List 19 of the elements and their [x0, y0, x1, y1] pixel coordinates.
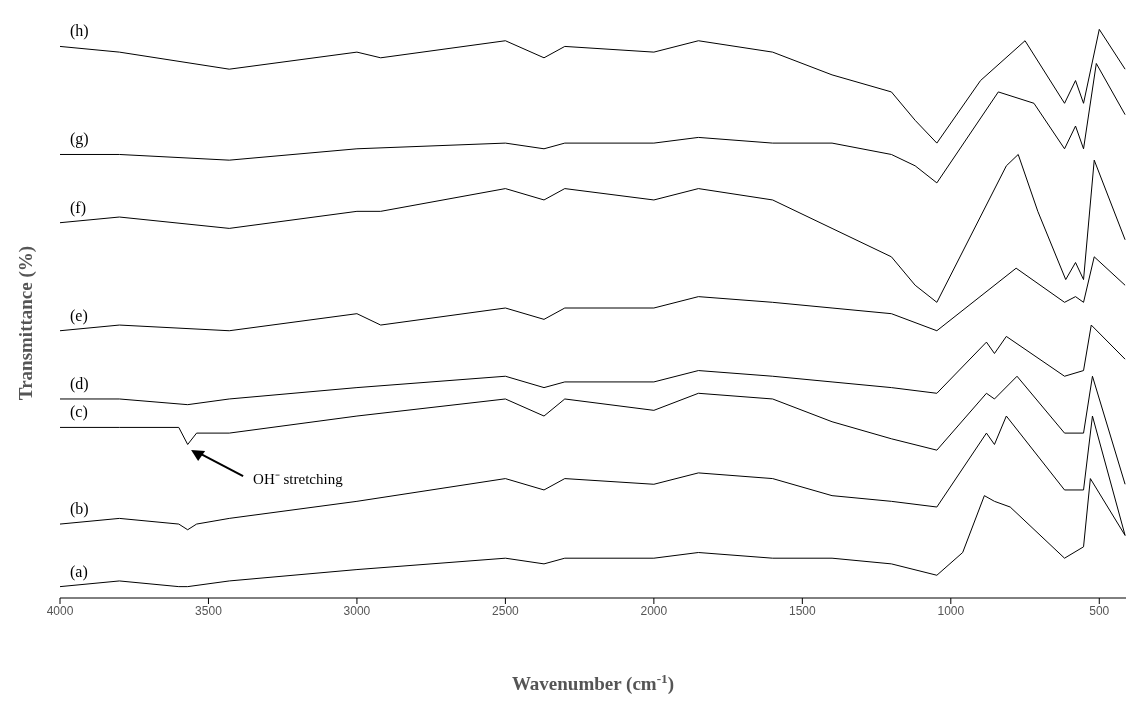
- annotation: (f): [70, 198, 86, 217]
- y-axis-title: Transmittance (%): [15, 245, 37, 401]
- annotation: (a): [70, 562, 88, 581]
- annotation: OH⁻ stretching: [253, 471, 344, 488]
- annotation: (e): [70, 306, 88, 325]
- annotation: (h): [70, 22, 89, 41]
- x-tick-label: 4000: [46, 603, 74, 618]
- annotation: (c): [70, 403, 88, 422]
- x-tick-label: 3500: [195, 603, 223, 618]
- x-tick-label: 500: [1089, 603, 1110, 618]
- x-tick-label: 2000: [640, 603, 668, 618]
- annotation: (g): [70, 130, 89, 149]
- x-tick-label: 1000: [937, 603, 965, 618]
- annotation: (d): [70, 374, 89, 393]
- x-tick-label: 3000: [343, 603, 371, 618]
- annotation: (b): [70, 500, 89, 519]
- x-axis-title: Wavenumber (cm$^{-1}$): [511, 670, 675, 695]
- x-tick-label: 1500: [788, 603, 817, 618]
- x-tick-label: 2500: [492, 603, 520, 618]
